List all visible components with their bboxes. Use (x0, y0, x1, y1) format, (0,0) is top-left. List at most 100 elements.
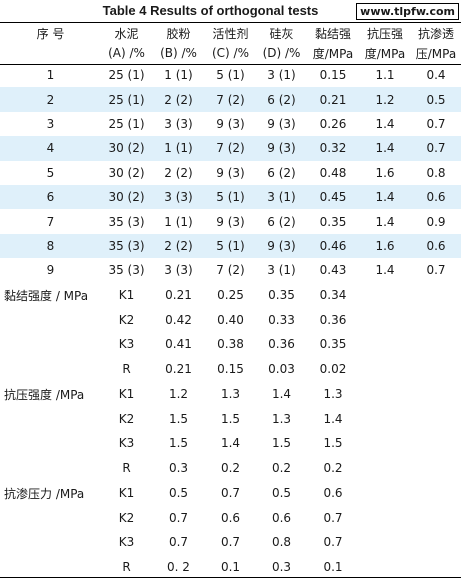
empty-cell (411, 555, 461, 580)
table-cell: 6 (0, 184, 101, 210)
table-cell: 0.7 (411, 136, 461, 161)
table-cell: 0.46 (307, 233, 359, 259)
table-cell: 30 (2) (101, 184, 152, 210)
table-row: 9 35 (3) 3 (3) 7 (2) 3 (1) 0.43 1.4 0.7 (0, 258, 461, 282)
empty-cell (411, 332, 461, 357)
empty-cell (359, 332, 411, 357)
stat-key: K2 (118, 411, 135, 426)
empty-cell (411, 406, 461, 431)
table-cell: 1.2 (359, 87, 411, 112)
table-title: Table 4 Results of orthogonal tests (102, 3, 319, 18)
table-row: 4 30 (2) 1 (1) 7 (2) 9 (3) 0.32 1.4 0.7 (0, 136, 461, 161)
stat-value: 0.7 (220, 485, 241, 500)
table-cell: 9 (3) (216, 214, 245, 229)
table-cell: 0.7 (426, 116, 446, 131)
empty-cell (411, 481, 461, 506)
table-cell: 9 (46, 263, 55, 278)
stat-row: K3 0.7 0.7 0.8 0.7 (0, 530, 461, 555)
stat-value: 0.3 (168, 461, 189, 476)
table-cell: 25 (1) (108, 116, 145, 131)
stat-value: 0.36 (319, 312, 347, 327)
table-cell: 3 (3) (164, 116, 193, 131)
stat-row: K3 0.41 0.38 0.36 0.35 (0, 332, 461, 357)
empty-cell (359, 431, 411, 456)
stat-value: 0.02 (319, 362, 347, 377)
stat-value: 0.41 (165, 337, 192, 352)
table-cell: 2 (2) (164, 165, 193, 180)
table-row: 3 25 (1) 3 (3) 9 (3) 9 (3) 0.26 1.4 0.7 (0, 112, 461, 136)
stat-value: 1.4 (271, 386, 292, 401)
empty-cell (359, 481, 411, 506)
empty-cell (411, 382, 461, 407)
table-cell: 0.6 (411, 233, 461, 259)
header-cell: (A) /% (108, 46, 145, 60)
table-cell: 9 (3) (267, 116, 296, 131)
stat-value: 1.5 (168, 436, 189, 451)
orthogonal-results-table: 序 号水泥 胶粉 活性剂 硅灰 黏结强 抗压强 抗渗透 (A) /% (B) /% (C) /%(… (0, 23, 461, 580)
header-cell: 水泥 (114, 26, 139, 41)
table-cell: 1 (1) (164, 68, 193, 83)
stat-value: 0.7 (220, 535, 241, 550)
stat-row: 黏结强度 / MPa K1 0.21 0.25 0.35 0.34 (0, 283, 461, 308)
stat-value: 1.5 (323, 436, 343, 451)
stat-value: 0.7 (168, 535, 189, 550)
stat-value: 0.21 (165, 362, 192, 377)
table-cell: 3 (1) (267, 68, 296, 83)
stat-row: R 0. 2 0.1 0.3 0.1 (0, 555, 461, 580)
stat-value: 0.3 (271, 560, 292, 575)
empty-cell (359, 357, 411, 382)
stat-key: K3 (118, 337, 135, 352)
stat-value: 0.5 (168, 485, 189, 500)
stat-value: 0.25 (217, 287, 244, 302)
header-cell: 抗压强 (366, 26, 403, 41)
table-cell: 8 (0, 233, 101, 259)
stat-value: 1.5 (168, 411, 189, 426)
header-cell: 压/MPa (415, 46, 457, 61)
stat-key: K3 (118, 535, 135, 550)
header-cell (0, 43, 101, 63)
header-cell: 序 号 (36, 26, 65, 41)
table-cell: 0.4 (426, 68, 446, 83)
table-cell: 7 (2) (205, 136, 256, 161)
table-cell: 2 (0, 87, 101, 112)
table-cell: 0.43 (319, 263, 347, 278)
stat-value: 0.6 (323, 485, 343, 500)
table-cell: 1 (46, 68, 55, 83)
table-cell: 0.48 (319, 165, 347, 180)
table-cell: 3 (46, 116, 55, 131)
empty-cell (411, 357, 461, 382)
header-cell: (B) /% (160, 46, 197, 60)
stat-key: K1 (118, 287, 135, 302)
table-cell: 30 (2) (108, 165, 145, 180)
empty-cell (411, 530, 461, 555)
stat-row: 抗渗压力 /MPa K1 0.5 0.7 0.5 0.6 (0, 481, 461, 506)
stat-value: 0.03 (268, 362, 295, 377)
table-cell: 1.4 (359, 184, 411, 210)
table-cell: 3 (1) (267, 263, 296, 278)
stat-value: 0.2 (220, 461, 241, 476)
empty-cell (359, 505, 411, 530)
table-cell: 1.6 (375, 165, 395, 180)
table-cell: 3 (3) (152, 184, 205, 210)
table-cell: 0.5 (411, 87, 461, 112)
stat-row: K2 0.42 0.40 0.33 0.36 (0, 307, 461, 332)
table-cell: 2 (2) (152, 233, 205, 259)
table-row: 8 35 (3) 2 (2) 5 (1) 9 (3) 0.46 1.6 0.6 (0, 233, 461, 259)
stat-value: 0.35 (319, 337, 347, 352)
table-cell: 5 (1) (205, 184, 256, 210)
table-cell: 25 (1) (101, 87, 152, 112)
table-cell: 35 (3) (108, 263, 145, 278)
header-cell: (D) /% (262, 46, 301, 60)
table-cell: 7 (46, 214, 55, 229)
empty-cell (359, 555, 411, 580)
stat-value: 0. 2 (167, 560, 190, 575)
stat-value: 1.3 (323, 386, 343, 401)
table-cell: 3 (1) (256, 184, 307, 210)
empty-cell (411, 431, 461, 456)
table-cell: 0.21 (307, 87, 359, 112)
table-cell: 6 (2) (267, 165, 296, 180)
header-cell: 活性剂 (212, 26, 249, 41)
stat-key: R (122, 362, 131, 377)
header-cell: 度/MPa (364, 46, 406, 61)
stat-key: K1 (118, 485, 135, 500)
